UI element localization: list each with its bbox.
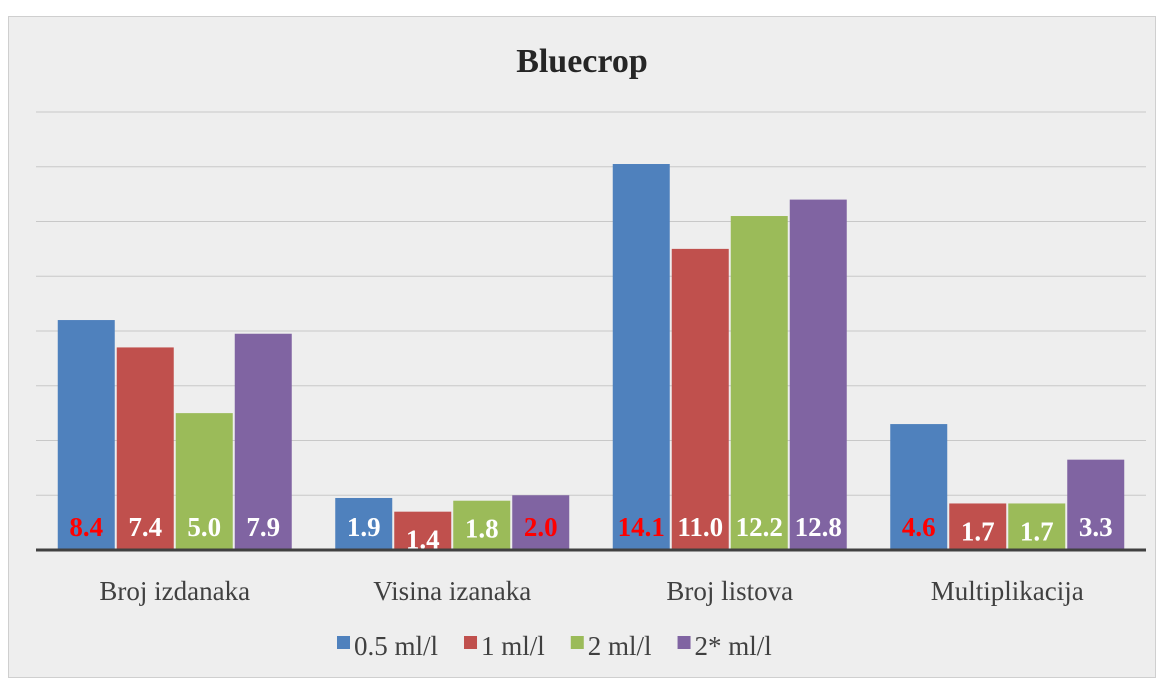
data-label: 14.1 xyxy=(618,512,665,542)
bar xyxy=(394,511,452,550)
bar xyxy=(57,320,115,550)
data-label: 8.4 xyxy=(69,512,103,542)
bar xyxy=(789,199,847,550)
bar xyxy=(730,216,788,550)
legend-label: 1 ml/l xyxy=(481,631,545,661)
data-label: 1.8 xyxy=(465,514,499,544)
bar xyxy=(453,500,511,550)
legend: 0.5 ml/l 1 ml/l 2 ml/l 2* ml/l xyxy=(337,631,772,661)
legend-label: 0.5 ml/l xyxy=(354,631,438,661)
category-labels: Broj izdanaka Visina izanaka Broj listova M… xyxy=(99,576,1083,606)
data-label: 4.6 xyxy=(902,512,936,542)
bar xyxy=(234,333,292,550)
data-label: 11.0 xyxy=(677,512,723,542)
data-label: 1.7 xyxy=(1020,516,1054,546)
legend-swatch xyxy=(464,636,478,649)
data-label: 1.9 xyxy=(347,512,381,542)
data-label: 2.0 xyxy=(524,512,558,542)
category-label: Broj izdanaka xyxy=(99,576,250,606)
data-label: 1.7 xyxy=(961,516,995,546)
bar xyxy=(512,495,570,550)
data-label: 7.4 xyxy=(128,512,162,542)
legend-swatch xyxy=(570,636,584,649)
bar xyxy=(335,497,393,550)
data-labels: 8.4 7.4 5.0 7.9 1.9 1.4 1.8 2.0 14.1 11.0 12.2 12.8… xyxy=(69,512,1112,555)
legend-swatch xyxy=(337,636,350,649)
bar xyxy=(949,503,1007,550)
bar xyxy=(612,164,670,550)
legend-label: 2* ml/l xyxy=(695,631,772,661)
category-label: Multiplikacija xyxy=(931,576,1084,606)
category-label: Visina izanaka xyxy=(373,576,531,606)
legend-swatch xyxy=(677,636,691,649)
bars xyxy=(57,164,1125,550)
bar xyxy=(1067,459,1125,550)
data-label: 12.8 xyxy=(795,512,842,542)
chart-title: Bluecrop xyxy=(516,43,648,80)
data-label: 5.0 xyxy=(187,512,221,542)
legend-label: 2 ml/l xyxy=(588,631,652,661)
chart-frame xyxy=(8,16,1156,678)
data-label: 3.3 xyxy=(1079,512,1113,542)
bar xyxy=(116,347,174,550)
category-label: Broj listova xyxy=(666,576,793,606)
bar xyxy=(890,424,948,550)
data-label: 12.2 xyxy=(736,512,783,542)
bar xyxy=(175,413,233,550)
bar xyxy=(1008,503,1066,550)
bar xyxy=(671,248,729,550)
data-label: 7.9 xyxy=(246,512,280,542)
